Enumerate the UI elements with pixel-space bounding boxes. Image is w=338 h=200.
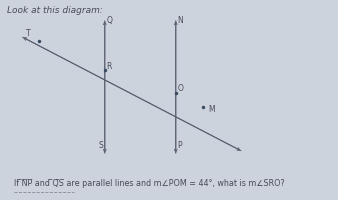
Text: T: T <box>26 29 30 38</box>
Text: N: N <box>177 16 183 25</box>
Text: M: M <box>208 104 215 114</box>
Text: R: R <box>106 62 112 71</box>
Text: Look at this diagram:: Look at this diagram: <box>7 6 103 15</box>
Text: Q: Q <box>106 16 112 25</box>
Text: P: P <box>177 140 182 149</box>
Text: O: O <box>177 84 183 93</box>
Text: If ̅N̅P̅ and ̅Q̅S̅ are parallel lines and m∠POM = 44°, what is m∠SRO?: If ̅N̅P̅ and ̅Q̅S̅ are parallel lines an… <box>14 178 284 188</box>
Text: S: S <box>98 140 103 149</box>
